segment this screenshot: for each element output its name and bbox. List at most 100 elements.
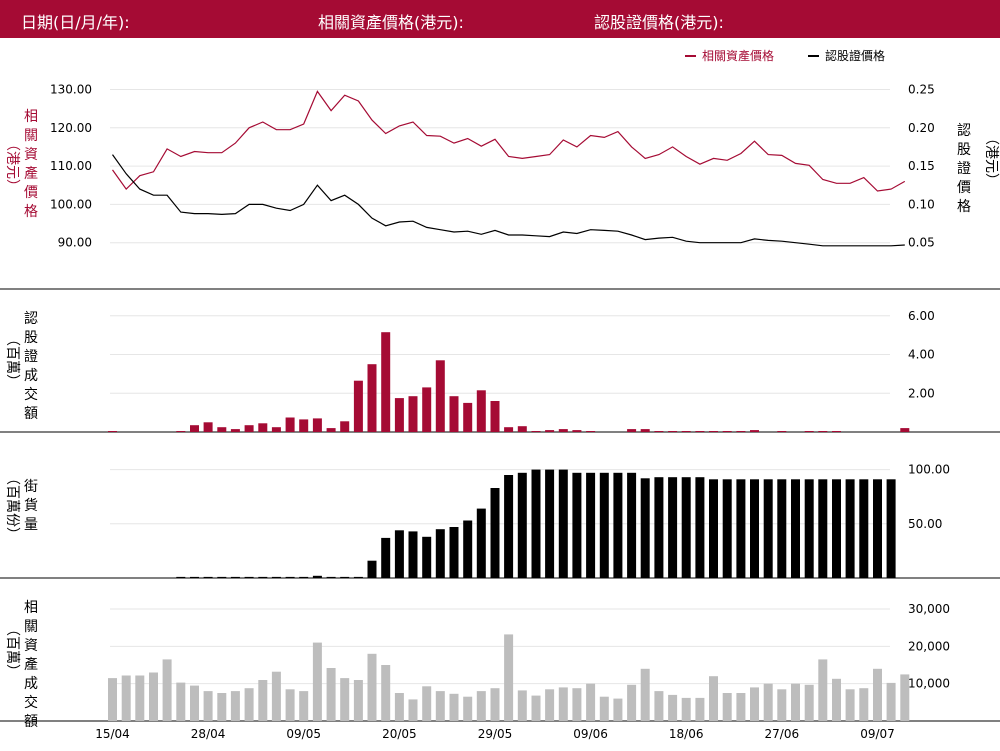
outstanding-quantity-bar [340, 576, 350, 578]
underlying-turnover-title-unit: （百萬） [4, 622, 20, 678]
warrant-turnover-bar [572, 430, 582, 432]
outstanding-quantity-bar [572, 472, 582, 578]
warrant-turnover-bar [900, 428, 910, 432]
warrant-turnover-bar [244, 425, 254, 432]
underlying-turnover-bar [203, 691, 213, 721]
right-axis-tick-label: 0.15 [908, 159, 935, 173]
underlying-turnover-title-char: 相 [24, 600, 38, 616]
outstanding-quantity-title-char: 貨 [24, 497, 38, 514]
underlying-turnover-bar [900, 674, 910, 721]
outstanding-quantity-bar [203, 576, 213, 578]
warrant-turnover-bar [367, 364, 377, 432]
outstanding-quantity-bar [353, 576, 363, 578]
outstanding-quantity-tick-label: 50.00 [908, 517, 942, 531]
outstanding-quantity-bar [681, 477, 691, 578]
x-axis-tick-label: 28/04 [191, 727, 226, 741]
right-axis-title-char: 證 [957, 160, 971, 177]
warrant-turnover-bar [722, 431, 732, 432]
outstanding-quantity-bar [545, 469, 555, 578]
underlying-turnover-bar [654, 691, 664, 721]
outstanding-quantity-bar [791, 479, 800, 578]
date-readout-label: 日期(日/月/年): [21, 13, 130, 32]
underlying-turnover-bar [859, 688, 869, 721]
outstanding-quantity-bar [381, 537, 391, 578]
outstanding-quantity-bar [408, 531, 418, 578]
underlying-turnover-bar [736, 693, 746, 721]
underlying-turnover-bar [572, 688, 582, 721]
warrant-turnover-bar [353, 380, 363, 432]
outstanding-quantity-bar [804, 479, 814, 578]
warrant-turnover-title-char: 額 [24, 406, 38, 422]
warrant-turnover-bar [627, 429, 637, 432]
outstanding-quantity-bar [722, 479, 732, 578]
warrant-turnover-title-char: 證 [24, 348, 38, 365]
right-axis-tick-label: 0.20 [908, 121, 935, 135]
underlying-turnover-title-char: 額 [24, 714, 38, 730]
outstanding-quantity-bar [299, 576, 309, 578]
underlying-turnover-bar [750, 687, 759, 721]
warrant-turnover-bar [709, 431, 718, 432]
right-axis-title-char: 股 [957, 142, 971, 158]
left-axis-tick-label: 90.00 [58, 236, 92, 250]
outstanding-quantity-tick-label: 100.00 [908, 463, 950, 477]
underlying-turnover-bar [613, 698, 623, 721]
warrant-turnover-bar [586, 431, 596, 432]
x-axis-tick-label: 15/04 [95, 727, 130, 741]
outstanding-quantity-bar [394, 530, 404, 578]
underlying-turnover-bar [804, 684, 814, 721]
outstanding-quantity-bar [873, 479, 882, 578]
outstanding-quantity-bar [599, 472, 609, 578]
warrant-turnover-bar [299, 419, 309, 432]
outstanding-quantity-title-unit: （百萬份） [4, 471, 20, 541]
underlying-turnover-bar [162, 659, 172, 721]
outstanding-quantity-bar [750, 479, 759, 578]
right-axis-tick-label: 0.25 [908, 82, 935, 96]
warrant-turnover-bar [408, 396, 418, 432]
warrant-turnover-bar [818, 431, 828, 432]
outstanding-quantity-bar [244, 576, 254, 578]
outstanding-quantity-bar [517, 472, 527, 578]
underlying-turnover-bar [299, 691, 309, 721]
outstanding-quantity-bar [845, 479, 855, 578]
outstanding-quantity-bar [326, 576, 336, 578]
outstanding-quantity-bar [285, 576, 295, 578]
underlying-turnover-bar [709, 676, 718, 721]
underlying-turnover-title-char: 產 [24, 656, 38, 673]
outstanding-quantity-bar [627, 472, 637, 578]
underlying-turnover-bar [490, 688, 500, 721]
warrant-chart[interactable]: 90.00 100.00 110.00 120.00 130.00 0.05 0.10 0.1… [0, 38, 1000, 751]
underlying-turnover-bar [108, 678, 117, 721]
x-axis-tick-label: 09/05 [286, 727, 321, 741]
underlying-turnover-bar [668, 694, 678, 721]
warrant-price-readout-label: 認股證價格(港元): [594, 13, 724, 32]
underlying-turnover-bar [517, 690, 527, 721]
outstanding-quantity-bar [859, 479, 869, 578]
warrant-turnover-title-char: 成 [24, 368, 38, 384]
left-axis-title-unit: （港元） [4, 137, 20, 193]
warrant-turnover-bar [108, 431, 117, 432]
warrant-turnover-title-unit: （百萬） [4, 332, 20, 388]
outstanding-quantity-bar [258, 576, 268, 578]
warrant-turnover-bar [750, 430, 759, 432]
left-axis-title-char: 資 [24, 147, 38, 163]
outstanding-quantity-bar [504, 475, 514, 578]
outstanding-quantity-bar [777, 479, 787, 578]
left-axis-title-char: 產 [24, 165, 38, 182]
underlying-turnover-tick-label: 30,000 [908, 602, 950, 616]
warrant-turnover-title-char: 股 [24, 330, 38, 346]
underlying-price-readout-label: 相關資產價格(港元): [318, 13, 464, 32]
underlying-turnover-bar [695, 697, 705, 721]
legend-label-underlying: 相關資產價格 [702, 48, 774, 63]
warrant-turnover-bar [326, 428, 336, 432]
underlying-turnover-bar [531, 695, 541, 721]
warrant-turnover-tick-label: 4.00 [908, 348, 935, 362]
warrant-turnover-bar [449, 396, 459, 432]
header-bar: 日期(日/月/年): 相關資產價格(港元): 認股證價格(港元): [0, 0, 1000, 38]
outstanding-quantity-bar [613, 472, 623, 578]
outstanding-quantity-bar [654, 477, 664, 578]
underlying-turnover-bar [190, 685, 199, 721]
outstanding-quantity-bar [640, 478, 650, 578]
underlying-turnover-bar [285, 689, 295, 721]
underlying-turnover-bar [722, 693, 732, 721]
left-axis-tick-label: 120.00 [50, 121, 92, 135]
